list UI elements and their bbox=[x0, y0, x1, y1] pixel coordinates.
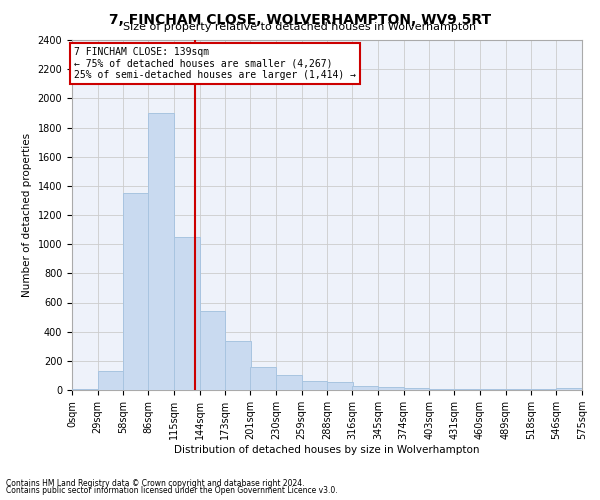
Bar bbox=[226, 341, 251, 390]
Bar bbox=[328, 382, 353, 390]
Bar bbox=[276, 374, 302, 390]
Text: 7, FINCHAM CLOSE, WOLVERHAMPTON, WV9 5RT: 7, FINCHAM CLOSE, WOLVERHAMPTON, WV9 5RT bbox=[109, 12, 491, 26]
Text: Size of property relative to detached houses in Wolverhampton: Size of property relative to detached ho… bbox=[124, 22, 476, 32]
Bar bbox=[480, 388, 506, 390]
Bar bbox=[302, 381, 328, 390]
Bar bbox=[378, 387, 404, 390]
Y-axis label: Number of detached properties: Number of detached properties bbox=[22, 133, 32, 297]
Bar bbox=[174, 237, 200, 390]
Bar bbox=[98, 371, 124, 390]
Bar bbox=[352, 386, 378, 390]
Bar bbox=[124, 193, 149, 390]
Text: 7 FINCHAM CLOSE: 139sqm
← 75% of detached houses are smaller (4,267)
25% of semi: 7 FINCHAM CLOSE: 139sqm ← 75% of detache… bbox=[74, 48, 356, 80]
Bar bbox=[250, 366, 276, 390]
Text: Contains public sector information licensed under the Open Government Licence v3: Contains public sector information licen… bbox=[6, 486, 338, 495]
X-axis label: Distribution of detached houses by size in Wolverhampton: Distribution of detached houses by size … bbox=[174, 445, 480, 455]
Bar bbox=[430, 388, 455, 390]
Text: Contains HM Land Registry data © Crown copyright and database right 2024.: Contains HM Land Registry data © Crown c… bbox=[6, 478, 305, 488]
Bar bbox=[404, 388, 430, 390]
Bar bbox=[556, 388, 582, 390]
Bar bbox=[200, 311, 226, 390]
Bar bbox=[148, 113, 174, 390]
Bar bbox=[72, 388, 98, 390]
